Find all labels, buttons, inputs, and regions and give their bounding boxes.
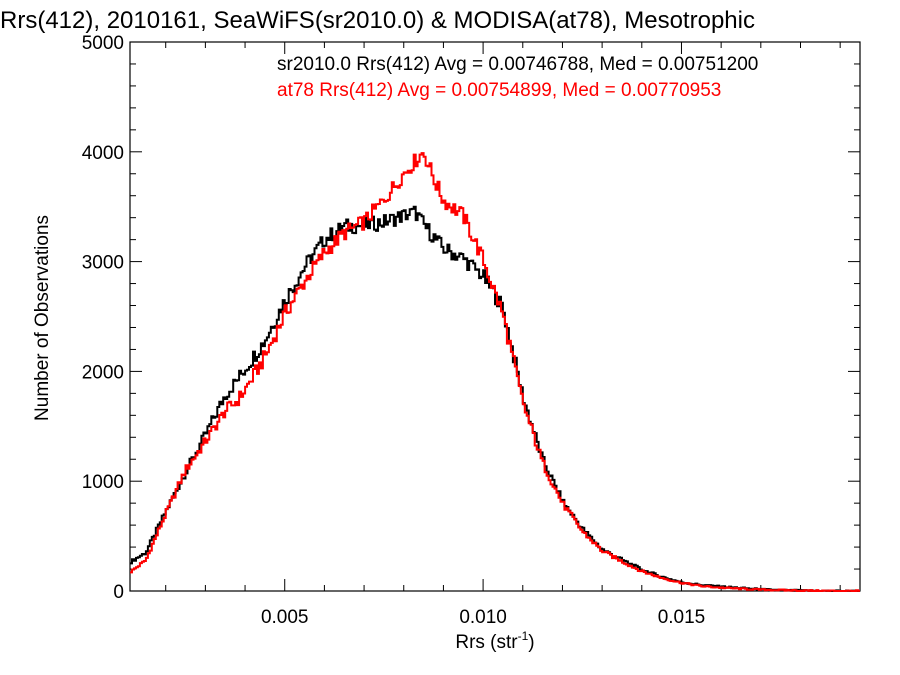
x-axis-label-main: Rrs (str [455, 632, 518, 653]
y-tick-label: 1000 [82, 472, 124, 493]
x-tick-label: 0.005 [261, 607, 309, 628]
y-tick-label: 0 [113, 582, 124, 603]
y-tick-label: 4000 [82, 143, 124, 164]
y-tick-label: 5000 [82, 33, 124, 54]
y-axis-ticks: 0 1000 2000 3000 4000 5000 [82, 33, 860, 603]
legend-entry-at78: at78 Rrs(412) Avg = 0.00754899, Med = 0.… [277, 80, 721, 101]
y-axis-label: Number of Observations [32, 215, 53, 421]
series-line-at78 [130, 152, 860, 592]
x-axis-label-superscript: -1 [518, 629, 529, 643]
plot-frame [129, 41, 861, 592]
x-tick-label: 0.010 [459, 607, 507, 628]
x-tick-label: 0.015 [658, 607, 706, 628]
y-tick-label: 2000 [82, 362, 124, 383]
series-lines [130, 152, 860, 592]
y-tick-label: 3000 [82, 253, 124, 274]
x-axis-label-end: ) [528, 632, 534, 653]
x-axis-ticks: 0.005 0.010 0.015 [165, 42, 841, 628]
chart-title: Rrs(412), 2010161, SeaWiFS(sr2010.0) & M… [0, 7, 755, 34]
x-axis-label: Rrs (str-1) [455, 629, 534, 653]
plot-border [129, 41, 861, 592]
legend-entry-sr2010: sr2010.0 Rrs(412) Avg = 0.00746788, Med … [277, 54, 758, 75]
